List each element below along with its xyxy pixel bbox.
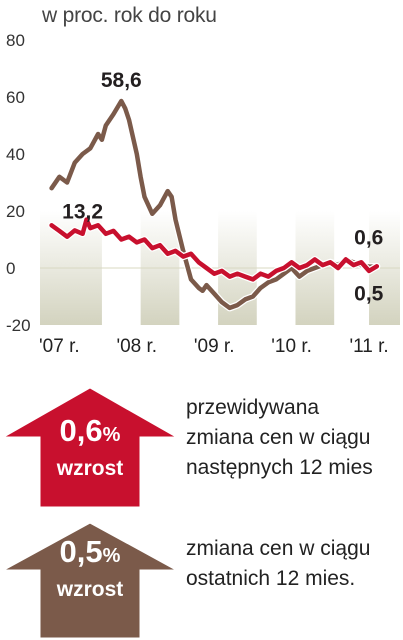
past-word: wzrost <box>56 578 124 601</box>
legend-expected: 0,6% wzrost przewidywana zmiana cen w ci… <box>0 385 403 510</box>
expected-word: wzrost <box>56 457 124 480</box>
data-label: 58,6 <box>101 69 142 92</box>
x-tick-label: '11 r. <box>349 336 388 357</box>
arrow-up-icon <box>3 522 177 639</box>
x-tick-label: '07 r. <box>39 336 80 357</box>
past-description: zmiana cen w ciągu ostatnich 12 mies. <box>186 537 371 590</box>
data-label: 13,2 <box>62 200 103 223</box>
x-tick-label: '09 r. <box>194 336 235 357</box>
expected-percent: 0,6% <box>59 413 121 448</box>
chart-subtitle: w proc. rok do roku <box>42 4 217 27</box>
y-tick-label: 40 <box>6 145 25 164</box>
y-tick-label: 60 <box>6 88 25 107</box>
y-tick-label: 80 <box>6 31 25 50</box>
series-line-expected <box>49 217 380 282</box>
y-tick-label: 0 <box>6 259 15 278</box>
x-tick-label: '10 r. <box>271 336 312 357</box>
x-tick-label: '08 r. <box>116 336 157 357</box>
expected-description: przewidywana zmiana cen w ciągu następny… <box>186 396 373 479</box>
series-line-past <box>49 98 380 311</box>
arrow-up-icon <box>2 387 178 508</box>
past-percent: 0,5% <box>59 534 121 569</box>
inflation-line-chart: 80 60 40 20 0 -20 '07 r. '08 r. '09 r. '10 r. '11… <box>6 31 400 357</box>
y-tick-label: 20 <box>6 202 25 221</box>
data-label: 0,5 <box>354 283 384 306</box>
data-label: 0,6 <box>354 226 383 249</box>
y-tick-label: -20 <box>6 316 31 335</box>
legend-past: 0,5% wzrost zmiana cen w ciągu ostatnich… <box>0 520 403 640</box>
